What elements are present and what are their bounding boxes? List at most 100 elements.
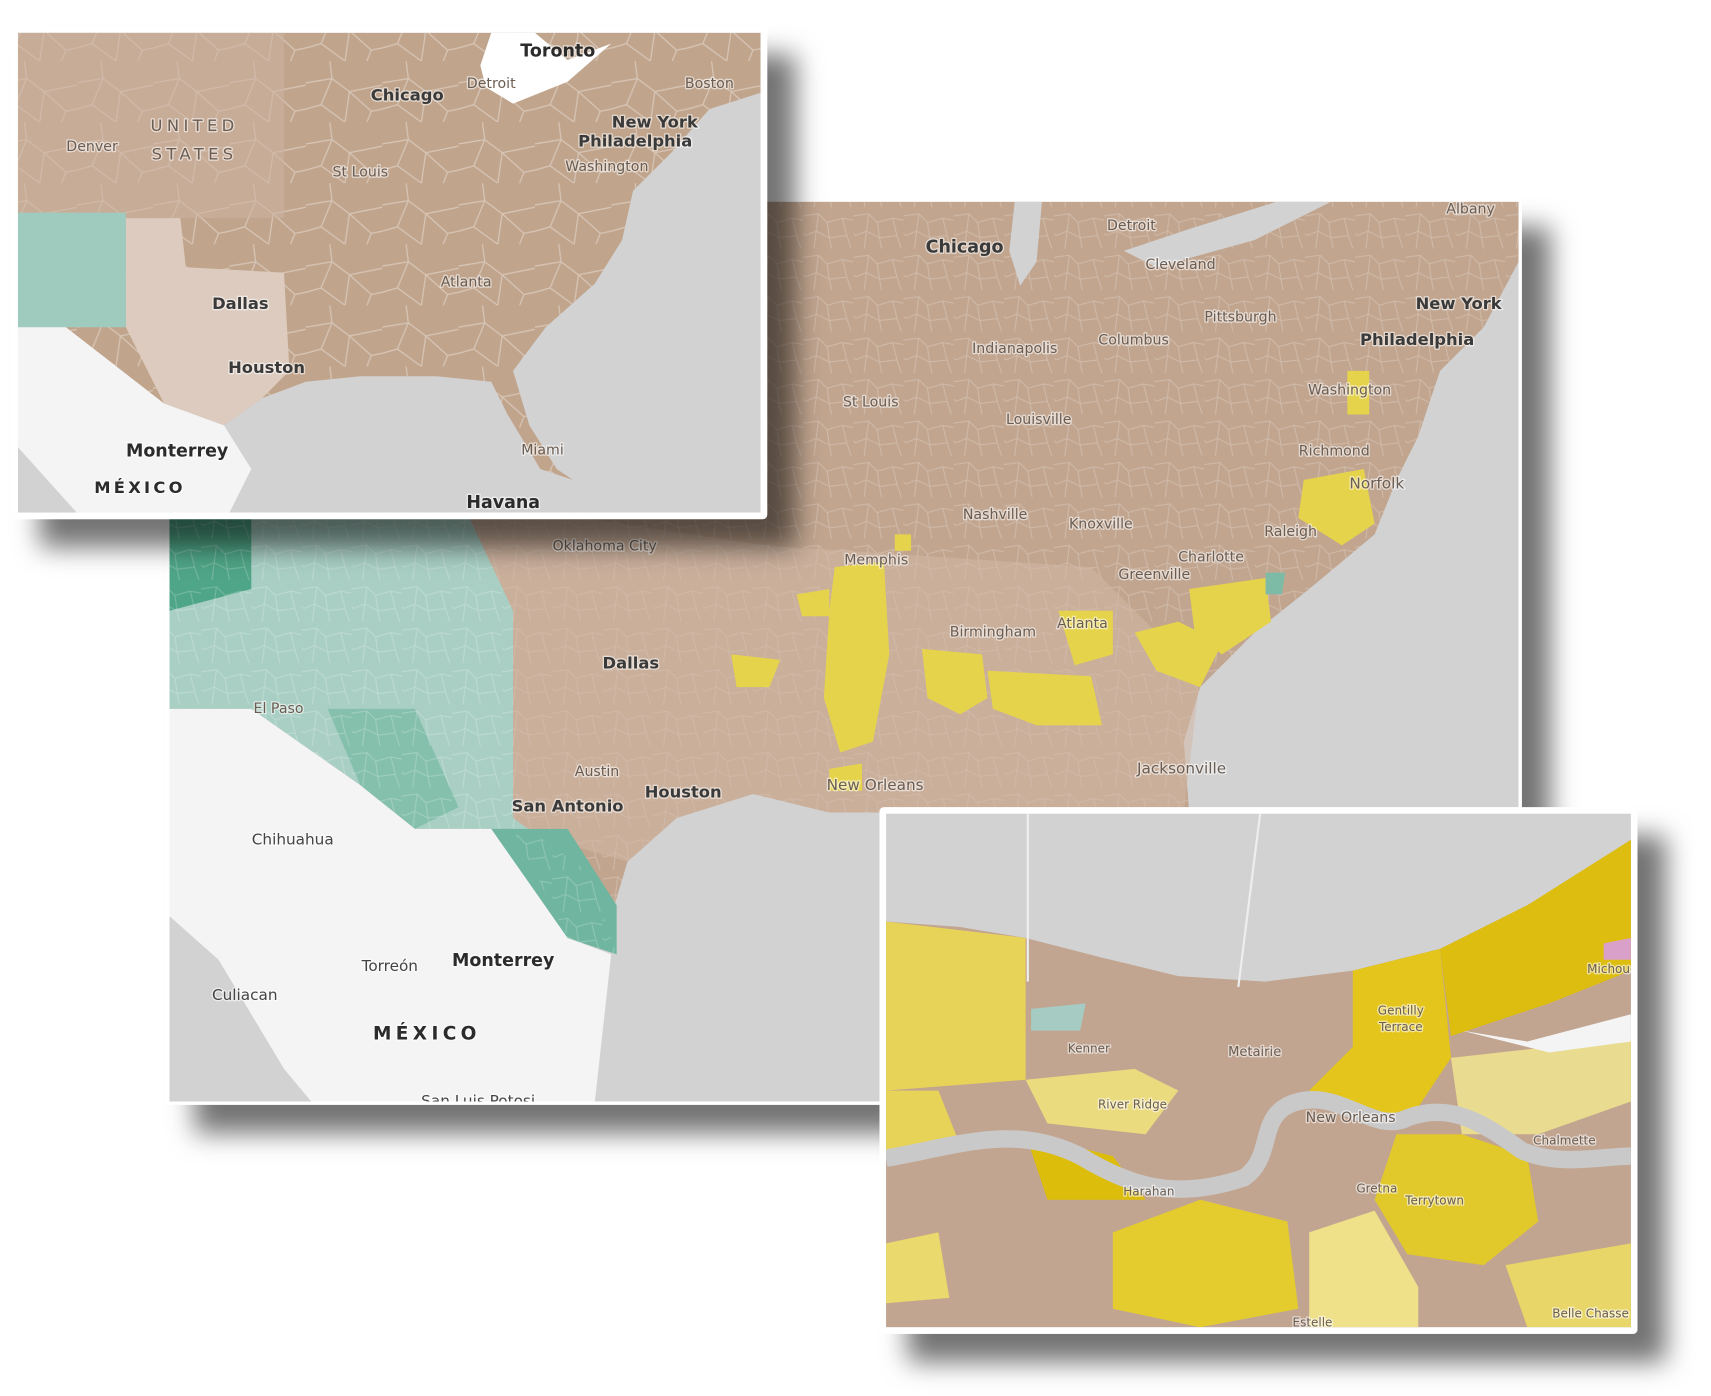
mexico-land — [169, 708, 612, 1102]
light-yellow — [1025, 1068, 1179, 1135]
place-label: Chicago — [926, 238, 1004, 258]
pink-area — [1603, 937, 1631, 960]
place-label: Nashville — [963, 507, 1027, 523]
place-label: Terrace — [1378, 1020, 1423, 1034]
place-label: Detroit — [467, 76, 516, 92]
map-panel: Toronto Chicago Detroit Boston UNITED STATES D… — [11, 26, 768, 520]
place-label: Atlanta — [1057, 616, 1108, 632]
place-label: Belle Chasse — [1552, 1307, 1629, 1321]
place-label: Charlotte — [1178, 549, 1244, 565]
place-label: Boston — [685, 76, 734, 92]
place-label: River Ridge — [1098, 1097, 1167, 1111]
western-states — [17, 32, 285, 219]
place-label: Cleveland — [1145, 257, 1215, 273]
light-yellow — [1505, 1243, 1631, 1328]
place-label: New Orleans — [1306, 1110, 1396, 1126]
place-label: STATES — [152, 144, 238, 163]
place-label: Philadelphia — [1360, 330, 1474, 349]
lake — [1123, 201, 1332, 268]
place-label: Gretna — [1356, 1181, 1397, 1195]
white-area — [1461, 1014, 1631, 1053]
label-layer: Chicago Detroit Cleveland Albany New York Phi… — [211, 201, 1505, 1110]
map-panel: Chicago Detroit Cleveland Albany New York Phi… — [166, 198, 1522, 1110]
place-label: MÉXICO — [94, 478, 186, 497]
place-label: Raleigh — [1264, 524, 1317, 540]
place-label: Houston — [645, 782, 722, 801]
place-label: Toronto — [520, 41, 595, 61]
place-label: Estelle — [1293, 1315, 1333, 1329]
county-lines — [169, 518, 617, 955]
place-label: Denver — [66, 139, 118, 155]
place-label: MÉXICO — [373, 1021, 481, 1044]
label-layer: Kenner Metairie Gentilly Terrace River Ridge… — [1066, 961, 1637, 1329]
place-label: Atlanta — [441, 274, 492, 290]
place-label: Austin — [575, 764, 620, 780]
yellow-area — [1309, 948, 1451, 1124]
place-label: Chalmette — [1533, 1133, 1595, 1147]
place-label: Indianapolis — [972, 341, 1057, 357]
map-panel: Kenner Metairie Gentilly Terrace River Ridge… — [879, 807, 1638, 1334]
place-label: Monterrey — [452, 951, 555, 971]
place-label: UNITED — [151, 116, 239, 135]
light-yellow — [886, 1232, 950, 1304]
teal-county — [1265, 572, 1286, 595]
lake — [1009, 201, 1042, 286]
light-yellow — [1450, 1036, 1631, 1135]
place-label: Monterrey — [126, 442, 229, 462]
place-label: Harahan — [1123, 1185, 1174, 1199]
place-label: El Paso — [254, 701, 304, 717]
place-label: Chicago — [371, 85, 444, 104]
yellow-area — [1374, 1134, 1539, 1266]
place-label: Washington — [565, 159, 648, 175]
yellow-counties — [731, 370, 1375, 791]
place-label: Dallas — [603, 654, 660, 673]
place-label: Kenner — [1068, 1042, 1110, 1056]
place-label: Miami — [521, 442, 564, 458]
place-label: Memphis — [844, 553, 908, 569]
place-label: Pittsburgh — [1204, 309, 1276, 325]
place-label: Dallas — [212, 294, 269, 313]
place-label: New York — [1416, 294, 1503, 313]
sea — [17, 447, 77, 513]
light-yellow — [1309, 1210, 1419, 1328]
place-label: Culiacan — [212, 986, 278, 1004]
place-label: Oklahoma City — [553, 538, 657, 554]
yellow-area — [1440, 839, 1631, 1037]
place-label: Havana — [466, 493, 540, 513]
yellow-area — [886, 921, 1026, 1091]
mexico-land — [17, 327, 252, 513]
place-label: New Orleans — [827, 776, 924, 794]
place-label: Terrytown — [1404, 1193, 1464, 1207]
label-layer: Toronto Chicago Detroit Boston UNITED STATES D… — [65, 40, 735, 513]
place-label: Norfolk — [1349, 475, 1404, 493]
place-label: St Louis — [843, 394, 899, 410]
causeway — [1026, 813, 1262, 988]
yellow-area — [1112, 1199, 1299, 1328]
teal-area — [1031, 1003, 1086, 1031]
place-label: New York — [612, 113, 699, 132]
place-label: Louisville — [1006, 412, 1071, 428]
place-label: Chihuahua — [252, 830, 334, 848]
place-label: Jacksonville — [1136, 759, 1226, 777]
place-label: Houston — [228, 358, 305, 377]
place-label: Albany — [1446, 201, 1495, 217]
place-label: Detroit — [1107, 218, 1156, 234]
place-label: San Antonio — [512, 797, 624, 816]
place-label: Metairie — [1228, 1045, 1281, 1060]
place-label: St Louis — [333, 164, 389, 180]
place-label: Birmingham — [950, 625, 1036, 641]
place-label: Washington — [1308, 382, 1391, 398]
place-label: Michoud — [1587, 962, 1637, 976]
place-label: Richmond — [1299, 444, 1370, 460]
new-mexico — [17, 212, 126, 333]
place-label: Gentilly — [1378, 1004, 1424, 1018]
place-label: Torreón — [361, 957, 418, 975]
lakes — [480, 32, 612, 104]
place-label: San Luis Potosi — [421, 1092, 535, 1110]
river — [886, 1091, 1631, 1198]
place-label: Greenville — [1118, 567, 1190, 583]
place-label: Columbus — [1098, 332, 1169, 348]
place-label: Knoxville — [1069, 517, 1133, 533]
